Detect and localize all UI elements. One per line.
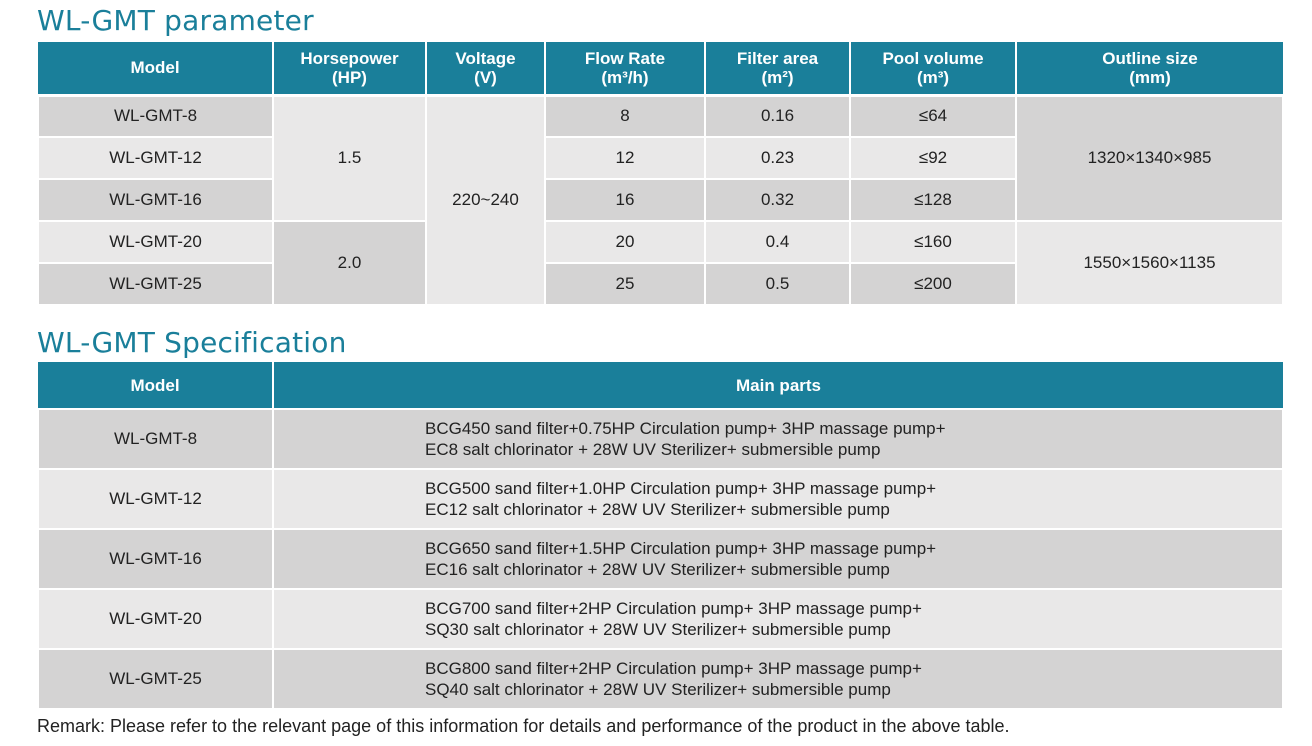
header-model: Model — [38, 42, 273, 97]
header-pool-volume: Pool volume (m³) — [849, 42, 1016, 97]
main-parts-cell: BCG800 sand filter+2HP Circulation pump+… — [272, 648, 1284, 710]
main-parts-line: BCG650 sand filter+1.5HP Circulation pum… — [425, 539, 937, 558]
main-parts-line: SQ40 salt chlorinator + 28W UV Sterilize… — [425, 680, 891, 699]
horsepower-cell: 1.5 — [272, 94, 427, 222]
header-filter-area: Filter area (m²) — [704, 42, 850, 97]
main-parts-line: SQ30 salt chlorinator + 28W UV Sterilize… — [425, 620, 891, 639]
main-parts-cell: BCG450 sand filter+0.75HP Circulation pu… — [272, 408, 1284, 470]
outline-size-cell: 1320×1340×985 — [1015, 94, 1284, 222]
main-parts-line: EC16 salt chlorinator + 28W UV Sterilize… — [425, 560, 890, 579]
table-row: WL-GMT-16 16 0.32 ≤128 — [37, 178, 1283, 222]
main-parts-cell: BCG500 sand filter+1.0HP Circulation pum… — [272, 468, 1284, 530]
model-cell: WL-GMT-12 — [37, 136, 274, 180]
model-cell: WL-GMT-20 — [37, 220, 274, 264]
table-row: WL-GMT-25 BCG800 sand filter+2HP Circula… — [37, 648, 1284, 710]
pool-volume-cell: ≤92 — [849, 136, 1017, 180]
table-row: WL-GMT-25 25 0.5 ≤200 — [37, 262, 1283, 306]
main-parts-line: EC8 salt chlorinator + 28W UV Sterilizer… — [425, 440, 881, 459]
parameter-table: Model Horsepower (HP) Voltage (V) Flow Rat… — [37, 42, 1284, 306]
main-parts-line: EC12 salt chlorinator + 28W UV Sterilize… — [425, 500, 890, 519]
flow-rate-cell: 20 — [544, 220, 706, 264]
pool-volume-cell: ≤160 — [849, 220, 1017, 264]
model-cell: WL-GMT-16 — [37, 528, 274, 590]
parameter-header-row: Model Horsepower (HP) Voltage (V) Flow Rat… — [38, 42, 1283, 97]
filter-area-cell: 0.4 — [704, 220, 851, 264]
header-outline-size: Outline size (mm) — [1015, 42, 1283, 97]
model-cell: WL-GMT-16 — [37, 178, 274, 222]
main-parts-line: BCG450 sand filter+0.75HP Circulation pu… — [425, 419, 946, 438]
filter-area-cell: 0.23 — [704, 136, 851, 180]
outline-size-cell: 1550×1560×1135 — [1015, 220, 1284, 306]
main-parts-cell: BCG700 sand filter+2HP Circulation pump+… — [272, 588, 1284, 650]
voltage-cell: 220~240 — [425, 94, 546, 306]
table-row: WL-GMT-20 BCG700 sand filter+2HP Circula… — [37, 588, 1284, 650]
model-cell: WL-GMT-8 — [37, 94, 274, 138]
flow-rate-cell: 25 — [544, 262, 706, 306]
model-cell: WL-GMT-12 — [37, 468, 274, 530]
flow-rate-cell: 12 — [544, 136, 706, 180]
header-voltage: Voltage (V) — [425, 42, 545, 97]
horsepower-cell: 2.0 — [272, 220, 427, 306]
header-main-parts: Main parts — [272, 362, 1283, 409]
specification-table: Model Main parts WL-GMT-8 BCG450 sand fi… — [37, 362, 1284, 710]
model-cell: WL-GMT-25 — [37, 262, 274, 306]
table-row: WL-GMT-8 1.5 220~240 8 0.16 ≤64 1320×134… — [37, 94, 1284, 306]
header-horsepower: Horsepower (HP) — [272, 42, 426, 97]
table-row: WL-GMT-16 BCG650 sand filter+1.5HP Circu… — [37, 528, 1284, 590]
table-row: WL-GMT-12 12 0.23 ≤92 — [37, 136, 1283, 180]
header-flow-rate: Flow Rate (m³/h) — [544, 42, 705, 97]
main-parts-line: BCG700 sand filter+2HP Circulation pump+… — [425, 599, 922, 618]
filter-area-cell: 0.5 — [704, 262, 851, 306]
table-row: WL-GMT-12 BCG500 sand filter+1.0HP Circu… — [37, 468, 1284, 530]
parameter-section-title: WL-GMT parameter — [37, 4, 314, 37]
filter-area-cell: 0.32 — [704, 178, 851, 222]
main-parts-cell: BCG650 sand filter+1.5HP Circulation pum… — [272, 528, 1284, 590]
specification-section-title: WL-GMT Specification — [37, 326, 347, 359]
model-cell: WL-GMT-20 — [37, 588, 274, 650]
header-model: Model — [38, 362, 273, 409]
pool-volume-cell: ≤64 — [849, 94, 1017, 138]
pool-volume-cell: ≤128 — [849, 178, 1017, 222]
filter-area-cell: 0.16 — [704, 94, 851, 138]
table-row: WL-GMT-8 BCG450 sand filter+0.75HP Circu… — [37, 408, 1284, 470]
table-row: WL-GMT-20 2.0 20 0.4 ≤160 1550×1560×1135 — [37, 220, 1284, 306]
model-cell: WL-GMT-25 — [37, 648, 274, 710]
flow-rate-cell: 8 — [544, 94, 706, 138]
model-cell: WL-GMT-8 — [37, 408, 274, 470]
main-parts-line: BCG800 sand filter+2HP Circulation pump+… — [425, 659, 922, 678]
main-parts-line: BCG500 sand filter+1.0HP Circulation pum… — [425, 479, 937, 498]
pool-volume-cell: ≤200 — [849, 262, 1017, 306]
remark-text: Remark: Please refer to the relevant pag… — [37, 716, 1010, 736]
flow-rate-cell: 16 — [544, 178, 706, 222]
specification-header-row: Model Main parts — [38, 362, 1283, 409]
